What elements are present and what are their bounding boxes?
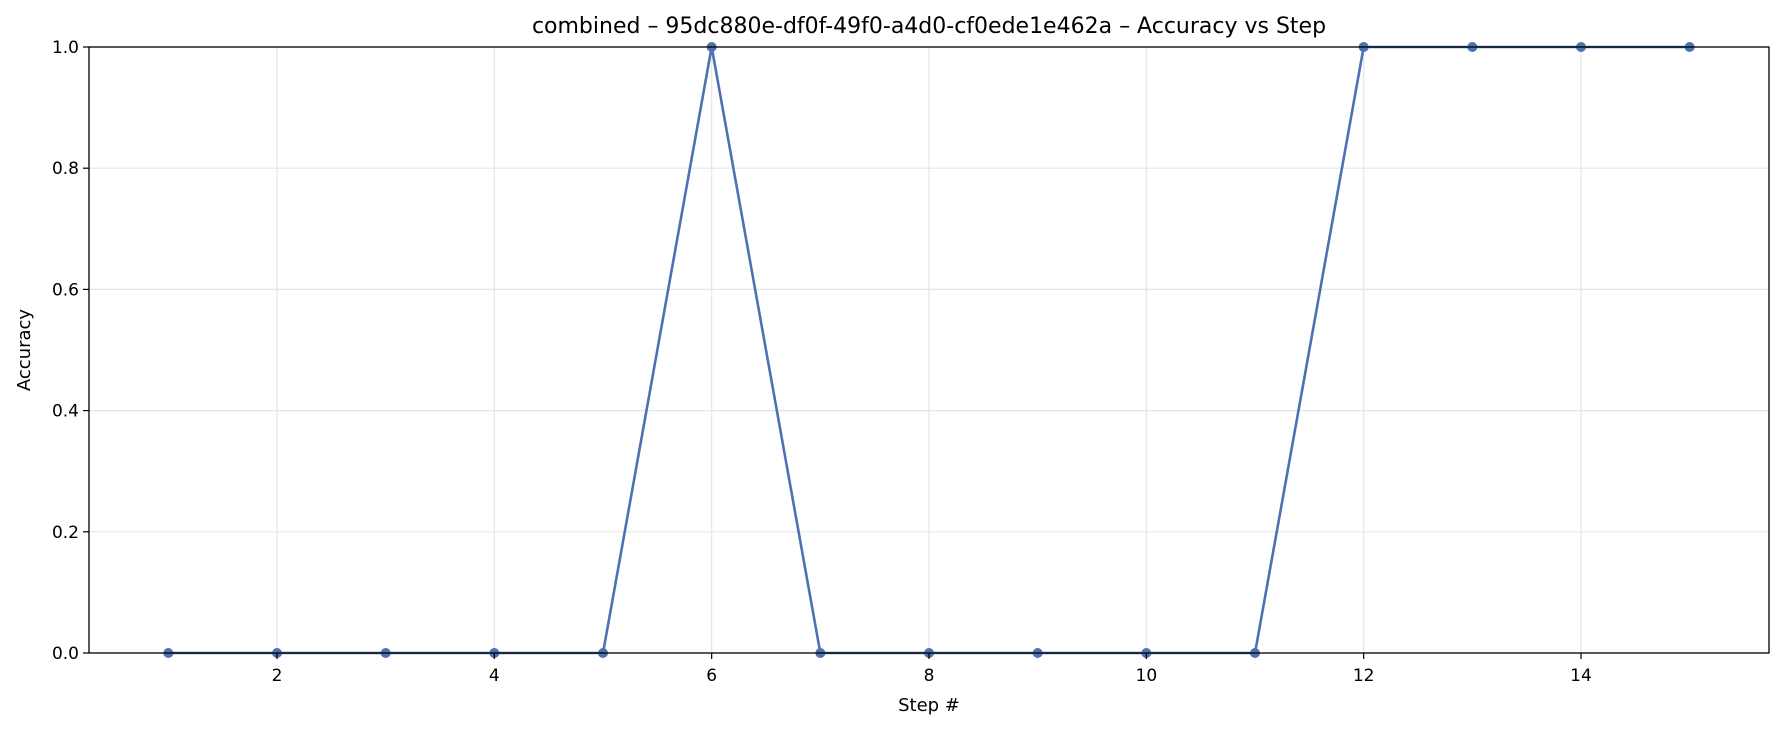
axis-ticks: 2 4 6 8 10 12 14 0.0 0.2 0.4 0.6 0.8 1.0 [52, 38, 1592, 686]
x-axis-label: Step # [898, 695, 960, 716]
x-tick-label-8: 8 [924, 666, 935, 686]
x-tick-label-2: 2 [272, 666, 283, 686]
y-tick-label-0.4: 0.4 [52, 402, 79, 422]
y-tick-label-0.2: 0.2 [52, 523, 79, 543]
y-tick-label-0.6: 0.6 [52, 280, 79, 300]
y-tick-label-0.0: 0.0 [52, 644, 79, 664]
x-tick-label-10: 10 [1136, 666, 1158, 686]
y-tick-label-1.0: 1.0 [52, 38, 79, 58]
x-tick-label-4: 4 [489, 666, 500, 686]
y-tick-label-0.8: 0.8 [52, 159, 79, 179]
x-tick-label-14: 14 [1570, 666, 1592, 686]
chart-title: combined – 95dc880e-df0f-49f0-a4d0-cf0ed… [532, 14, 1326, 39]
x-tick-label-12: 12 [1353, 666, 1375, 686]
x-tick-label-6: 6 [706, 666, 717, 686]
y-axis-label: Accuracy [14, 309, 35, 392]
